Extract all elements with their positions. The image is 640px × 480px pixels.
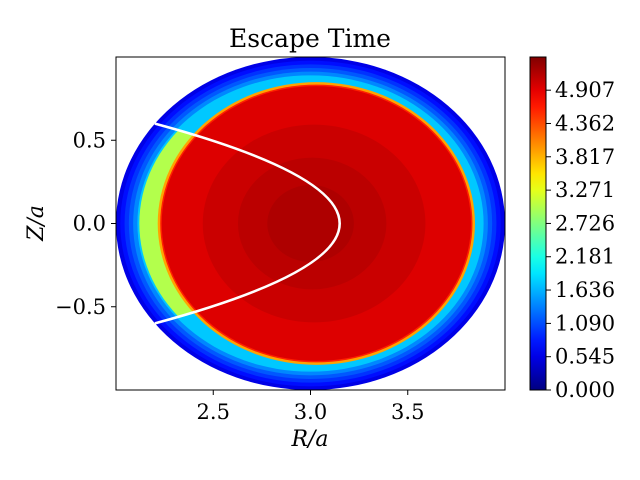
y-axis-ticks: 0.5 0.0 −0.5 xyxy=(55,128,116,319)
x-tick-label: 3.0 xyxy=(294,400,327,424)
colorbar-tick-label: 1.090 xyxy=(555,311,615,335)
colorbar-tick-label: 3.817 xyxy=(555,145,615,169)
colorbar xyxy=(529,56,547,391)
y-tick-label: 0.5 xyxy=(73,128,106,152)
x-tick-label: 2.5 xyxy=(197,400,230,424)
x-axis-label: R/a xyxy=(290,427,328,452)
x-tick-label: 3.5 xyxy=(391,400,424,424)
y-tick-label: 0.0 xyxy=(73,212,106,236)
chart-title: Escape Time xyxy=(229,24,391,53)
y-tick-label: −0.5 xyxy=(55,295,106,319)
colorbar-tick-label: 4.907 xyxy=(555,78,615,102)
overlay-curve xyxy=(154,122,341,325)
plot-area xyxy=(116,57,505,390)
y-axis-label: Z/a xyxy=(24,205,49,242)
colorbar-ticks: 0.000 0.545 1.090 1.636 2.181 2.726 3.271 3.817… xyxy=(546,78,615,402)
colorbar-tick-label: 0.000 xyxy=(555,378,615,402)
colorbar-tick-label: 1.636 xyxy=(555,278,615,302)
colorbar-tick-label: 0.545 xyxy=(555,345,615,369)
colorbar-tick-label: 3.271 xyxy=(555,178,615,202)
x-axis-ticks: 2.5 3.0 3.5 xyxy=(197,390,424,424)
colorbar-tick-label: 2.726 xyxy=(555,211,615,235)
colorbar-tick-label: 2.181 xyxy=(555,245,615,269)
colorbar-tick-label: 4.362 xyxy=(555,111,615,135)
